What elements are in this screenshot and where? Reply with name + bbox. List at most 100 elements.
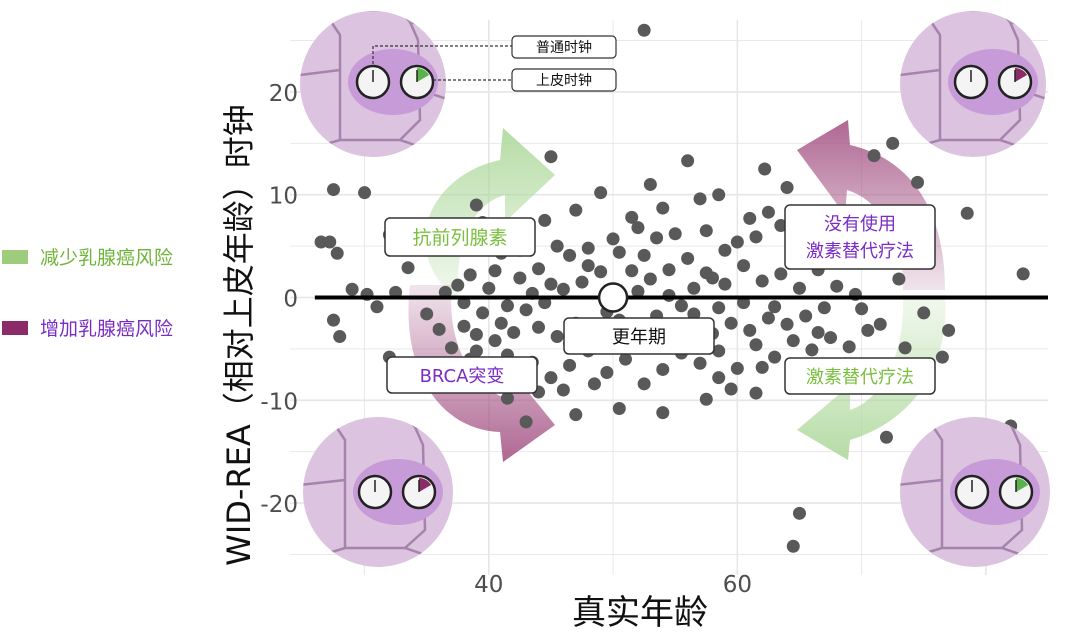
annotation-menopause: 更年期 bbox=[563, 317, 715, 355]
scatter-point bbox=[942, 323, 956, 337]
scatter-point bbox=[730, 361, 744, 375]
scatter-point bbox=[792, 281, 806, 295]
scatter-point bbox=[594, 186, 608, 200]
legend: 减少乳腺癌风险 增加乳腺癌风险 bbox=[2, 247, 173, 340]
legend-swatch-decrease bbox=[2, 250, 28, 264]
legend-label-increase: 增加乳腺癌风险 bbox=[40, 318, 173, 340]
scatter-point bbox=[606, 232, 620, 246]
scatter-point bbox=[780, 317, 794, 331]
scatter-point bbox=[712, 301, 726, 315]
scatter-point bbox=[768, 350, 782, 364]
scatter-point bbox=[656, 406, 670, 420]
scatter-point bbox=[532, 262, 546, 276]
scatter-point bbox=[817, 301, 831, 315]
scatter-point bbox=[935, 350, 949, 364]
scatter-point bbox=[873, 317, 887, 331]
scatter-point bbox=[370, 300, 384, 314]
scatter-point bbox=[768, 300, 782, 314]
cell-bottom-left bbox=[303, 417, 453, 567]
scatter-point bbox=[345, 282, 359, 296]
scatter-point bbox=[625, 210, 639, 224]
scatter-point bbox=[519, 303, 533, 317]
scatter-point bbox=[712, 344, 726, 358]
scatter-point bbox=[637, 23, 651, 37]
scatter-point bbox=[637, 377, 651, 391]
cell-top-left bbox=[300, 11, 446, 157]
no-hrt-label-line2: 激素替代疗法 bbox=[806, 241, 914, 262]
antiprostate-label: 抗前列腺素 bbox=[412, 227, 507, 249]
scatter-point bbox=[786, 334, 800, 348]
scatter-point bbox=[507, 325, 521, 339]
scatter-point bbox=[469, 328, 483, 341]
scatter-point bbox=[917, 306, 931, 320]
x-axis-title: 真实年龄 bbox=[572, 593, 708, 633]
scatter-point bbox=[333, 330, 347, 344]
scatter-point bbox=[612, 402, 626, 415]
scatter-point bbox=[330, 246, 344, 260]
scatter-point bbox=[755, 360, 769, 374]
scatter-point bbox=[730, 235, 744, 249]
scatter-point bbox=[898, 341, 912, 355]
scatter-point bbox=[712, 188, 726, 202]
scatter-point bbox=[681, 154, 695, 168]
scatter-point bbox=[830, 279, 844, 293]
epithelial-clock-label: 上皮时钟 bbox=[536, 72, 592, 89]
scatter-point bbox=[699, 392, 713, 406]
scatter-point bbox=[656, 201, 670, 215]
scatter-point bbox=[774, 267, 788, 281]
scatter-point bbox=[513, 271, 527, 285]
scatter-point bbox=[842, 340, 856, 354]
y-tick-label: 0 bbox=[283, 287, 298, 313]
brca-label: BRCA突变 bbox=[420, 366, 505, 387]
scatter-point bbox=[774, 219, 788, 233]
scatter-point bbox=[550, 330, 564, 344]
scatter-point bbox=[482, 281, 496, 295]
scatter-point bbox=[824, 331, 838, 345]
annotation-no-hrt: 没有使用 激素替代疗法 bbox=[784, 204, 936, 270]
legend-label-decrease: 减少乳腺癌风险 bbox=[40, 247, 173, 269]
scatter-point bbox=[718, 277, 732, 291]
scatter-point bbox=[420, 307, 434, 321]
scatter-point bbox=[693, 356, 707, 370]
scatter-point bbox=[631, 221, 645, 235]
scatter-point bbox=[780, 181, 794, 195]
scatter-point bbox=[687, 281, 701, 295]
x-tick-label: 60 bbox=[723, 572, 752, 598]
scatter-point bbox=[960, 206, 974, 220]
scatter-point bbox=[544, 371, 558, 385]
scatter-point bbox=[749, 386, 763, 400]
legend-swatch-increase bbox=[2, 321, 28, 335]
annotation-hrt: 激素替代疗法 bbox=[784, 357, 936, 395]
menopause-label: 更年期 bbox=[612, 327, 666, 348]
scatter-point bbox=[786, 539, 800, 553]
scatter-point bbox=[619, 352, 633, 366]
y-axis-title: WID-REA（相对上皮年龄）时钟 bbox=[220, 104, 258, 566]
scatter-point bbox=[401, 261, 415, 275]
scatter-point bbox=[879, 430, 893, 444]
clock-callouts: 普通时钟 上皮时钟 bbox=[372, 35, 617, 92]
scatter-point bbox=[556, 383, 570, 397]
scatter-point bbox=[323, 235, 337, 249]
y-tick-label: 10 bbox=[269, 184, 298, 210]
y-tick-label: -20 bbox=[260, 492, 298, 518]
scatter-point bbox=[650, 231, 664, 245]
scatter-point bbox=[662, 288, 676, 302]
scatter-point bbox=[656, 362, 670, 376]
scatter-point bbox=[724, 316, 738, 330]
scatter-point bbox=[488, 264, 502, 278]
scatter-point bbox=[886, 136, 900, 150]
x-axis-ticks: 40 60 bbox=[474, 572, 752, 598]
scatter-point bbox=[855, 302, 869, 316]
scatter-point bbox=[805, 343, 819, 357]
scatter-point bbox=[432, 322, 446, 336]
scatter-point bbox=[749, 338, 763, 352]
scatter-point bbox=[668, 227, 682, 241]
scatter-point bbox=[451, 278, 465, 292]
scatter-point bbox=[569, 408, 583, 422]
scatter-point bbox=[519, 415, 533, 429]
scatter-point bbox=[581, 241, 595, 255]
scatter-point bbox=[799, 309, 813, 323]
scatter-point bbox=[674, 299, 688, 313]
scatter-point bbox=[575, 275, 589, 289]
